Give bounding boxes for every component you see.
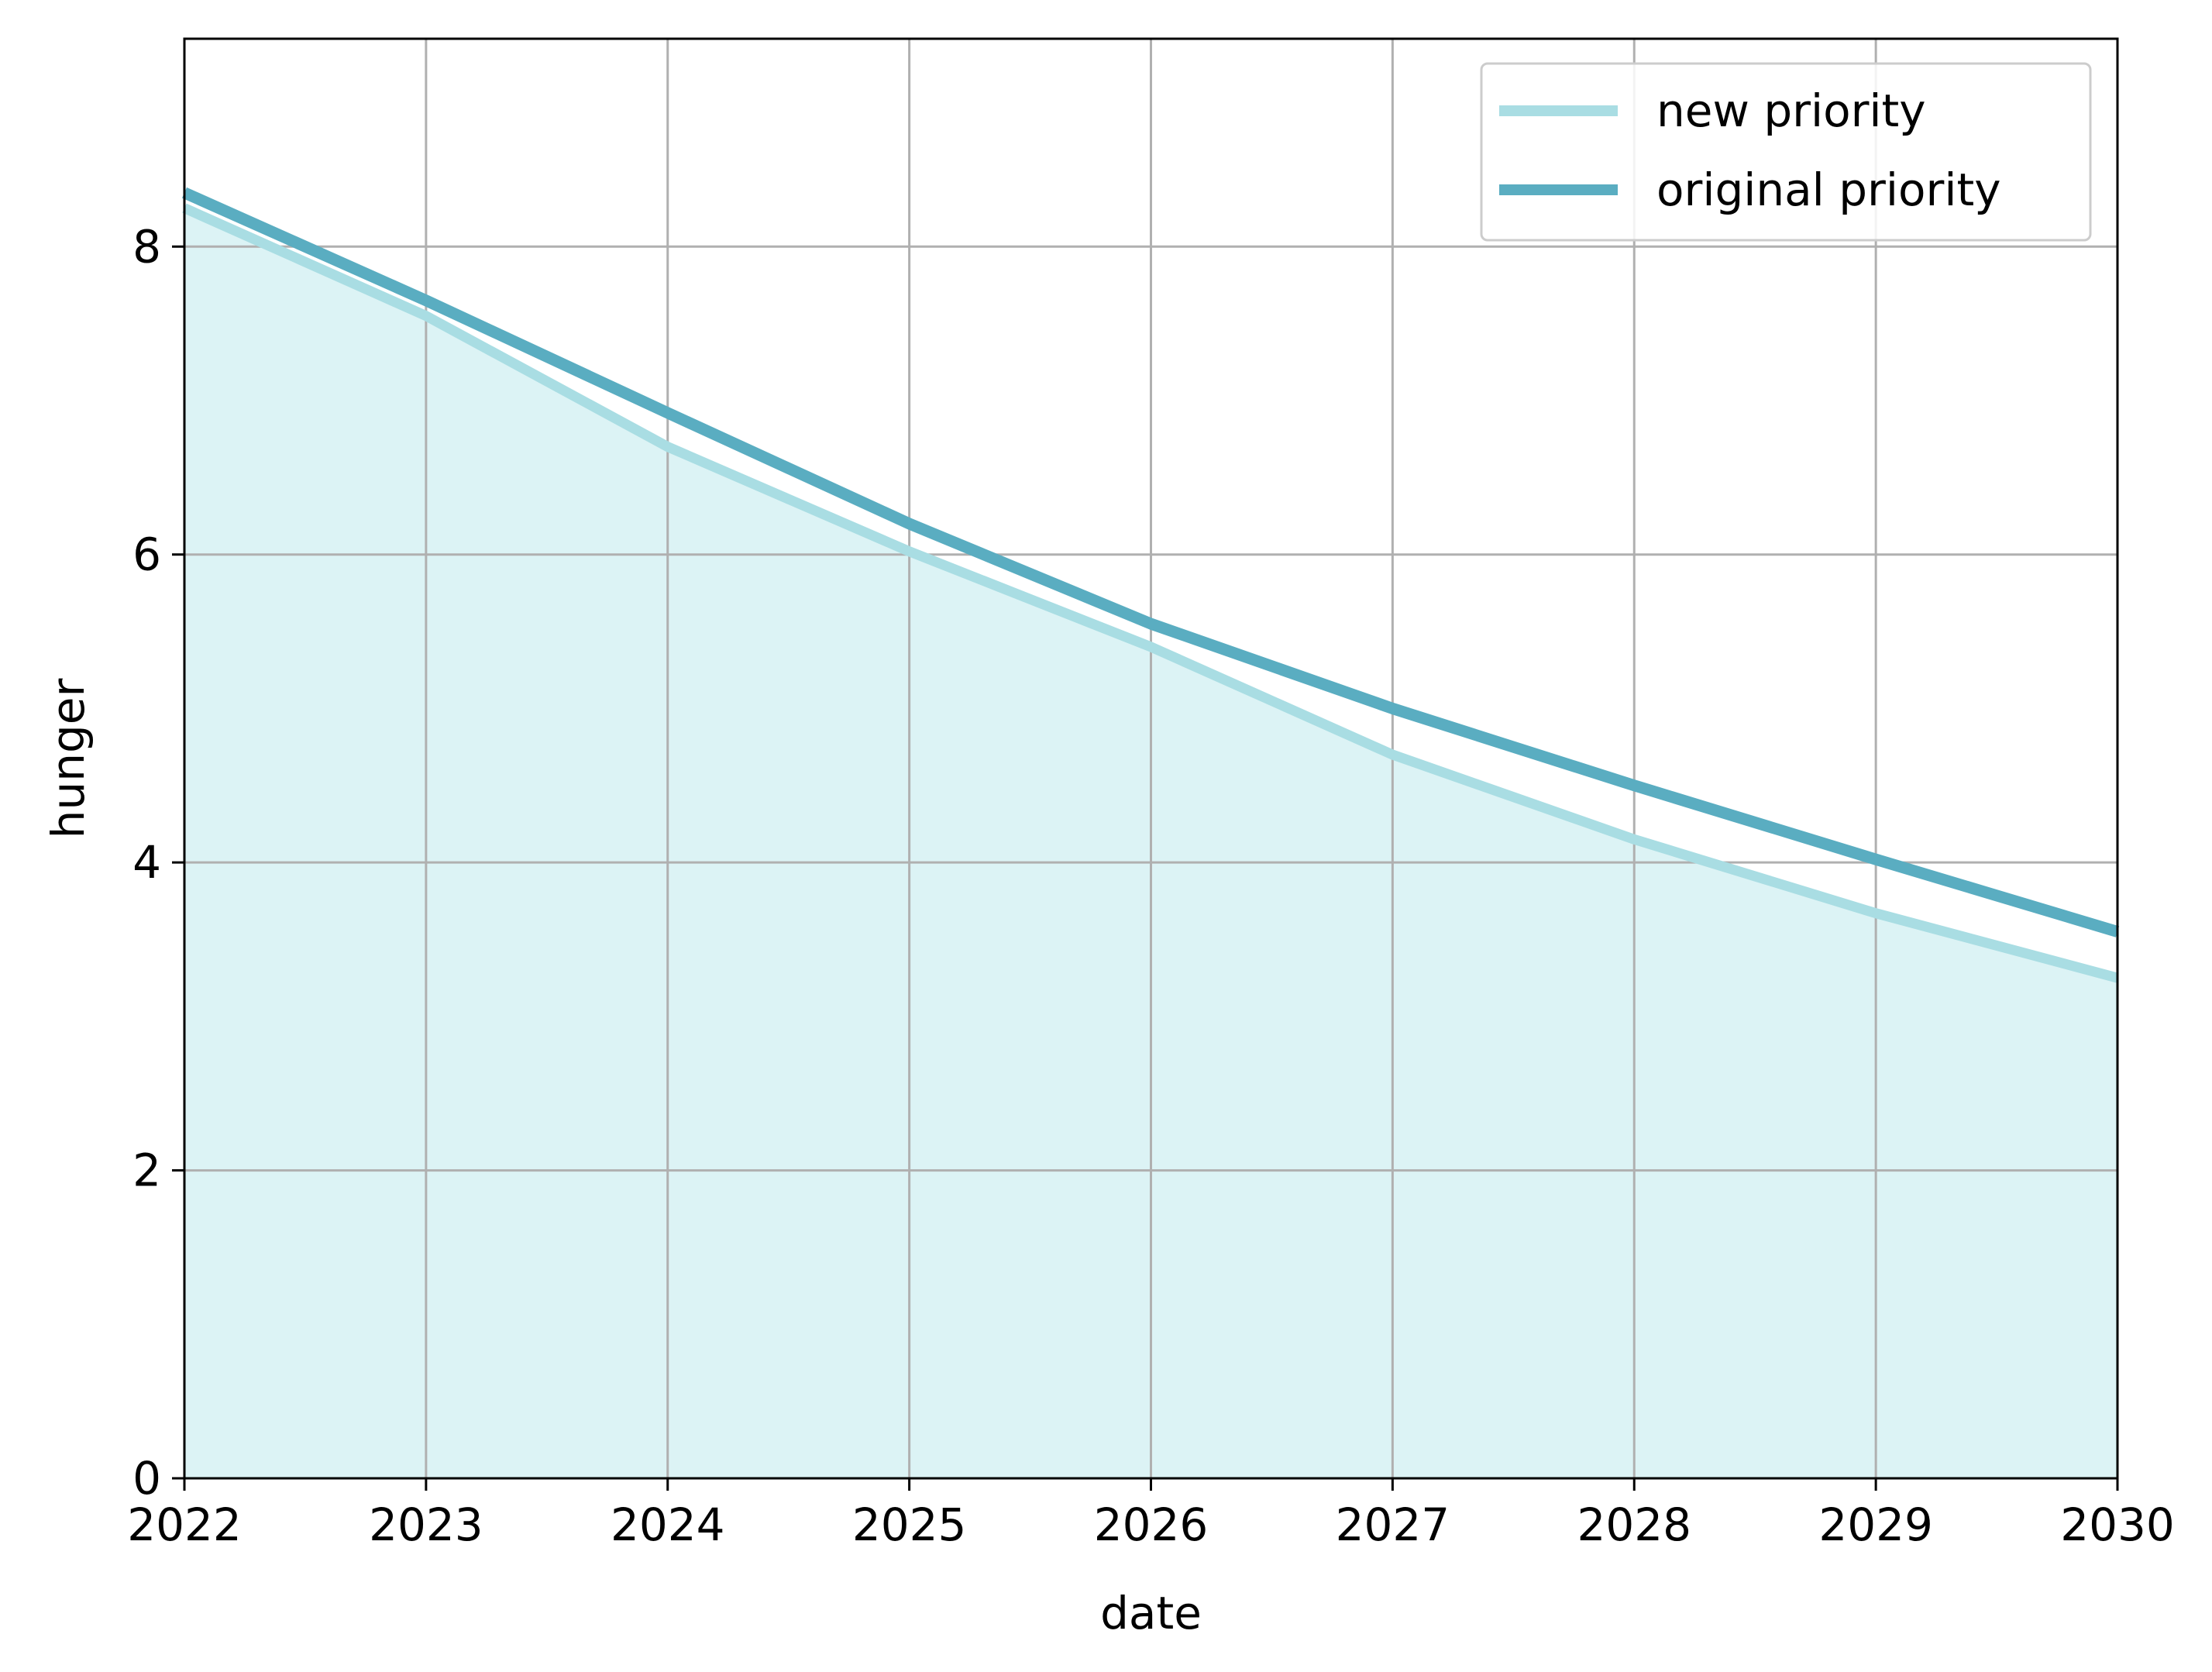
data-point-original-priority-2024 bbox=[667, 412, 668, 413]
x-tick-label-2030: 2030 bbox=[2060, 1498, 2175, 1551]
data-point-original-priority-2023 bbox=[425, 300, 426, 301]
y-tick-label-0: 0 bbox=[132, 1452, 161, 1505]
x-tick-label-2027: 2027 bbox=[1336, 1498, 1450, 1551]
data-point-new-priority-2023 bbox=[425, 315, 426, 316]
y-tick-label-8: 8 bbox=[132, 220, 161, 273]
x-tick-label-2026: 2026 bbox=[1094, 1498, 1209, 1551]
data-point-new-priority-2025 bbox=[909, 551, 910, 552]
y-tick-label-6: 6 bbox=[132, 528, 161, 581]
data-point-original-priority-2027 bbox=[1392, 708, 1393, 709]
data-point-original-priority-2028 bbox=[1634, 785, 1635, 786]
x-tick-label-2022: 2022 bbox=[127, 1498, 242, 1551]
x-tick-label-2029: 2029 bbox=[1818, 1498, 1933, 1551]
data-point-original-priority-2025 bbox=[909, 523, 910, 524]
x-tick-label-2028: 2028 bbox=[1577, 1498, 1691, 1551]
tick-layer: 2022 2023 2024 2025 2026 2027 2028 2029 2030 0 2 4 6… bbox=[127, 220, 2175, 1551]
y-axis-label: hunger bbox=[42, 679, 95, 839]
data-point-new-priority-2024 bbox=[667, 446, 668, 447]
y-tick-label-2: 2 bbox=[132, 1144, 161, 1197]
legend-box bbox=[1480, 62, 2092, 242]
y-tick-label-4: 4 bbox=[132, 836, 161, 889]
data-point-new-priority-2028 bbox=[1634, 839, 1635, 840]
data-point-original-priority-2029 bbox=[1876, 859, 1877, 860]
legend: new priority original priority bbox=[1480, 62, 2092, 242]
x-axis-label: date bbox=[1100, 1587, 1202, 1639]
legend-label-original-priority: original priority bbox=[1656, 163, 2001, 216]
series-line-new-priority bbox=[182, 203, 2119, 983]
x-tick-label-2023: 2023 bbox=[369, 1498, 483, 1551]
x-tick-label-2024: 2024 bbox=[611, 1498, 725, 1551]
series-layer bbox=[181, 187, 2120, 983]
x-tick-label-2025: 2025 bbox=[852, 1498, 967, 1551]
series-line-original-priority bbox=[181, 187, 2120, 937]
legend-label-new-priority: new priority bbox=[1656, 84, 1926, 137]
